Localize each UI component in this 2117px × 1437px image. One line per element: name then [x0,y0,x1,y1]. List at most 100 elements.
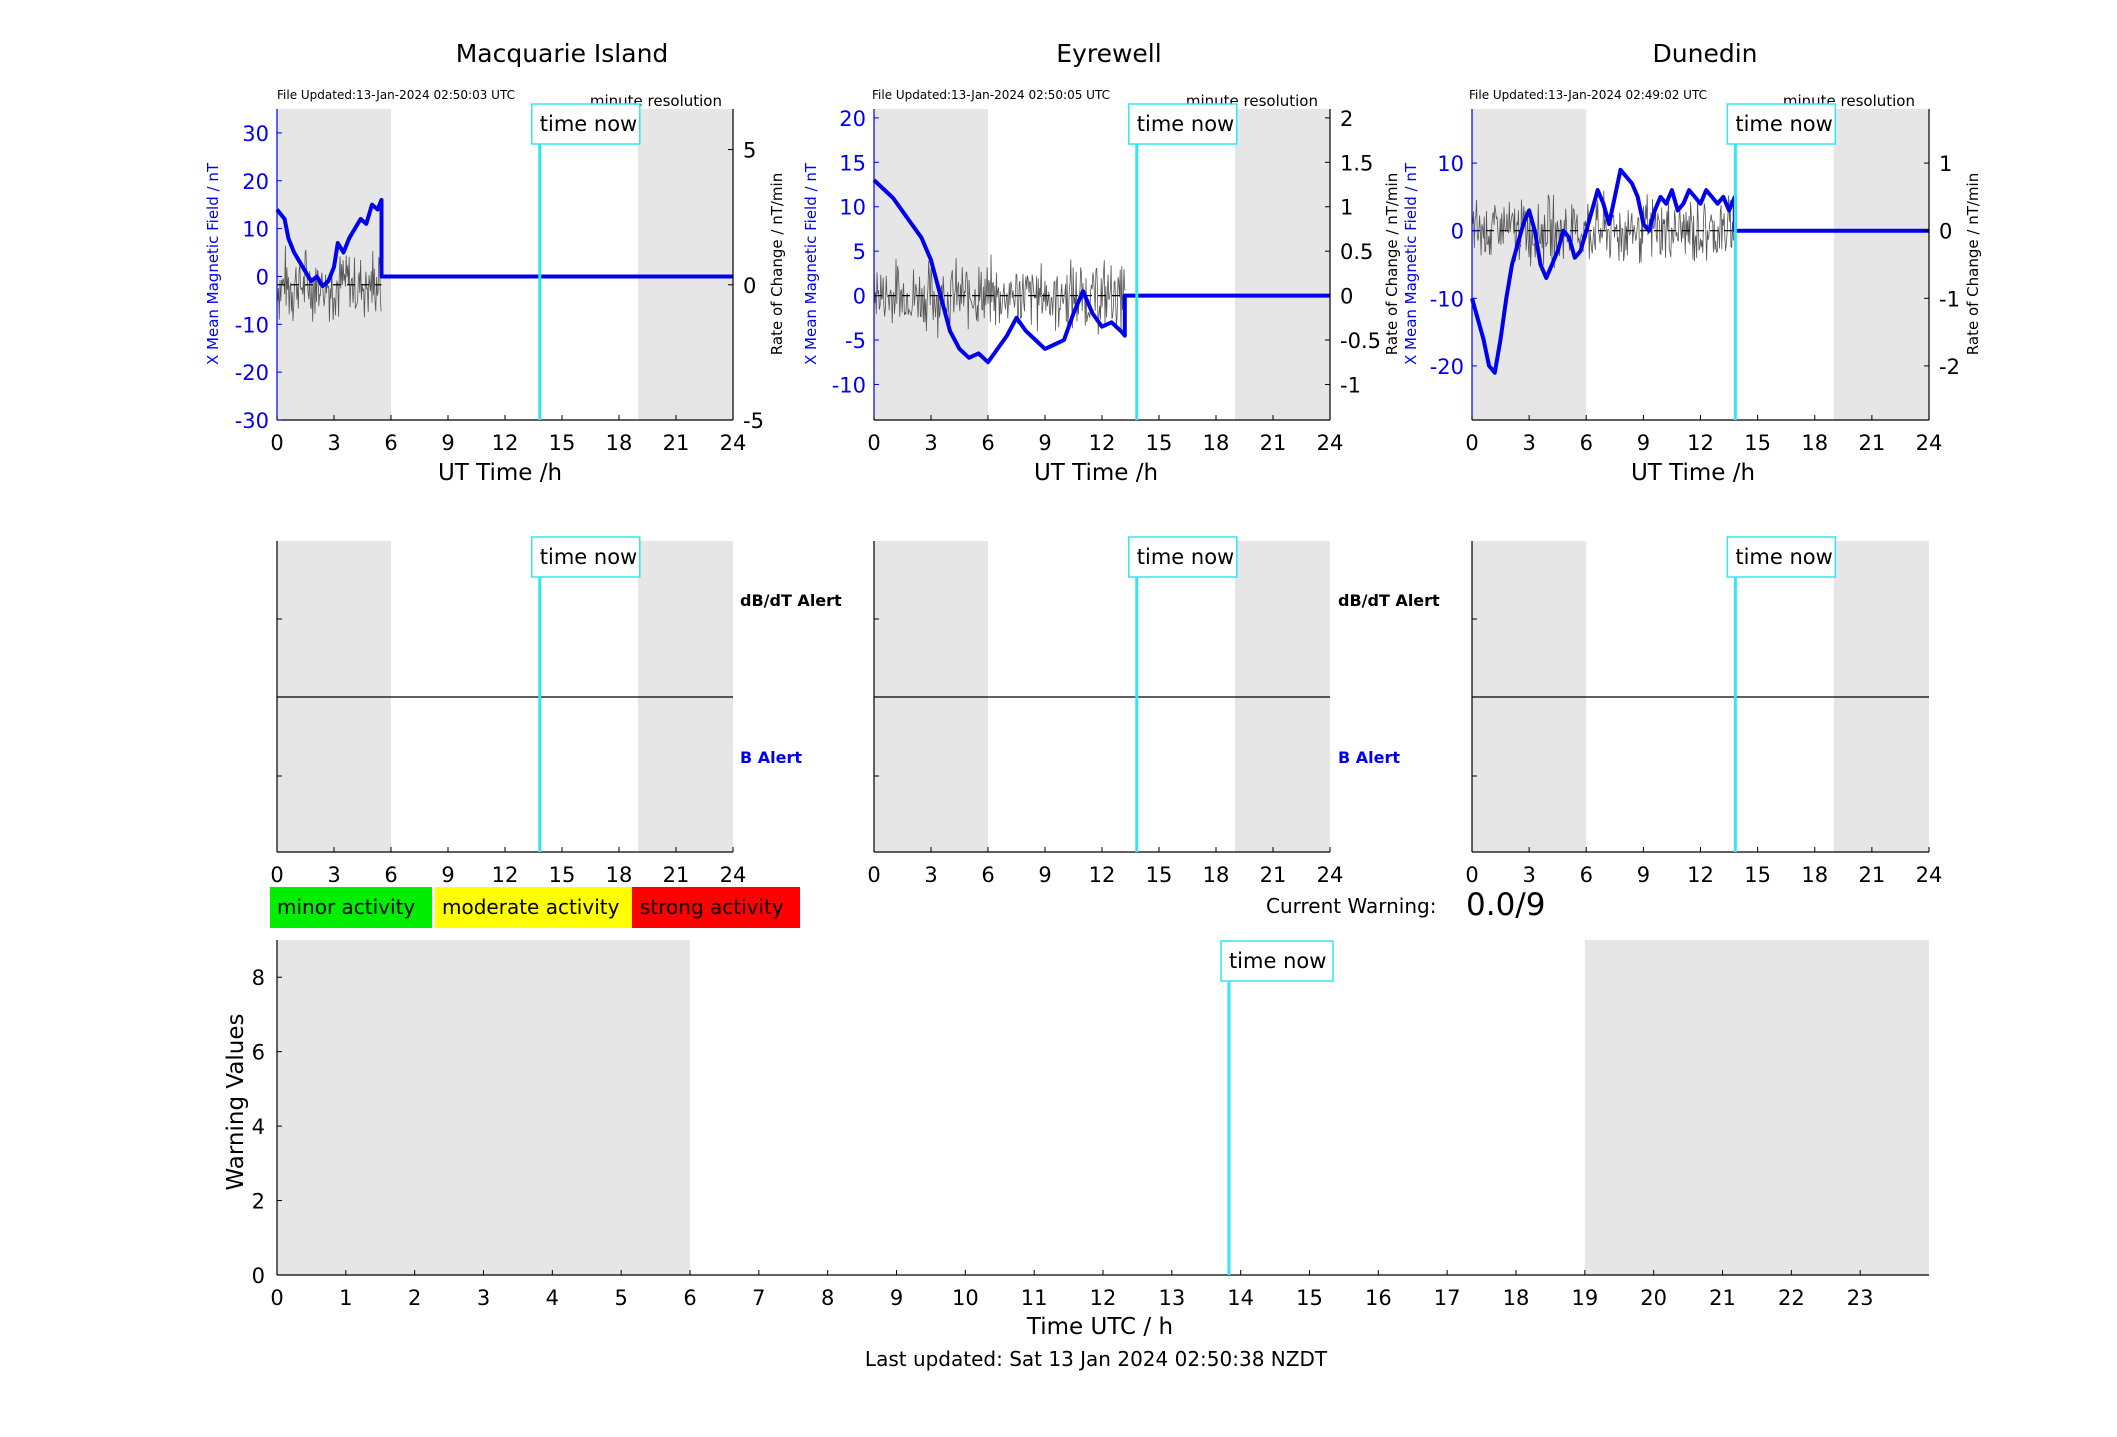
night-band [638,109,733,420]
x-tick-label: 6 [384,431,397,455]
time-now-box [1128,103,1238,145]
y-axis-label-right: Rate of Change / nT/min [1964,173,1982,355]
y-tick-label-left: -20 [235,361,269,385]
y-tick-label-right: 5 [743,139,756,163]
y-tick-label-left: 10 [242,218,269,242]
x-tick-label: 21 [1260,431,1287,455]
x-tick-label: 11 [1021,1286,1048,1310]
x-tick-label: 3 [1522,431,1535,455]
x-tick-label: 9 [1038,431,1051,455]
x-tick-label: 9 [1038,863,1051,887]
y-tick-label-left: 0 [1451,220,1464,244]
x-tick-label: 18 [1801,431,1828,455]
y-tick-label-left: 0 [256,265,269,289]
x-tick-label: 9 [441,863,454,887]
x-tick-label: 15 [1146,431,1173,455]
x-tick-label: 24 [720,863,747,887]
x-tick-label: 24 [1916,431,1943,455]
time-now-label: time now [1137,112,1234,136]
x-tick-label: 15 [1744,863,1771,887]
legend-strong-swatch [632,887,800,928]
x-tick-label: 0 [1465,431,1478,455]
x-tick-label: 23 [1847,1286,1874,1310]
dbdt-alert-label: dB/dT Alert [740,591,842,610]
night-band [1833,109,1929,420]
time-now-box [1726,536,1837,578]
y-axis-label-right: Rate of Change / nT/min [1383,173,1401,355]
current-warning-label: Current Warning: [1266,894,1436,918]
x-tick-label: 10 [952,1286,979,1310]
y-tick-label: 0 [252,1264,265,1288]
dbdt-alert-label: dB/dT Alert [1338,591,1440,610]
x-tick-label: 0 [867,431,880,455]
station-title: Dunedin [1653,39,1758,68]
x-tick-label: 6 [1580,431,1593,455]
x-tick-label: 21 [663,863,690,887]
warning-x-axis-label: Time UTC / h [1026,1314,1173,1340]
x-tick-label: 21 [1859,431,1886,455]
time-now-box [531,536,641,578]
y-tick-label: 2 [252,1190,265,1214]
station-title: Eyrewell [1056,39,1161,68]
x-tick-label: 3 [327,431,340,455]
y-tick-label-left: 5 [853,240,866,264]
time-now-label: time now [1229,949,1326,973]
rate-of-change-trace [873,254,1126,339]
x-tick-label: 0 [1465,863,1478,887]
magnetic-field-series [275,197,733,288]
y-tick-label-right: -1 [1340,373,1361,397]
night-band [1472,109,1587,420]
x-tick-label: 6 [981,863,994,887]
x-tick-label: 17 [1434,1286,1461,1310]
x-tick-label: 2 [408,1286,421,1310]
x-tick-label: 0 [867,863,880,887]
y-tick-label-left: -10 [832,373,866,397]
x-tick-label: 13 [1158,1286,1185,1310]
y-tick-label-left: 30 [242,122,269,146]
x-tick-label: 24 [1317,431,1344,455]
time-now-label: time now [1735,112,1832,136]
last-updated: Last updated: Sat 13 Jan 2024 02:50:38 N… [865,1347,1328,1371]
x-tick-label: 0 [270,431,283,455]
y-tick-label-right: -1 [1939,287,1960,311]
y-tick-label-left: -30 [235,409,269,433]
y-tick-label-left: 10 [1437,152,1464,176]
y-tick-label-left: 15 [839,151,866,175]
x-tick-label: 3 [477,1286,490,1310]
x-tick-label: 24 [720,431,747,455]
x-tick-label: 19 [1571,1286,1598,1310]
x-tick-label: 6 [981,431,994,455]
x-tick-label: 18 [606,863,633,887]
current-warning-value: 0.0/9 [1466,887,1545,923]
x-tick-label: 21 [1709,1286,1736,1310]
y-tick-label-right: 0 [743,274,756,298]
x-tick-label: 6 [683,1286,696,1310]
y-tick-label-left: -5 [845,329,866,353]
night-band [277,940,690,1275]
x-tick-label: 16 [1365,1286,1392,1310]
x-tick-label: 0 [270,1286,283,1310]
x-tick-label: 12 [492,863,519,887]
x-tick-label: 9 [1637,863,1650,887]
y-tick-label-left: -20 [1430,355,1464,379]
legend-moderate-swatch [435,887,632,928]
x-tick-label: 18 [1203,431,1230,455]
x-tick-label: 15 [1296,1286,1323,1310]
time-now-box [1128,536,1238,578]
x-tick-label: 9 [890,1286,903,1310]
y-tick-label-right: 1 [1340,196,1353,220]
x-tick-label: 9 [1637,431,1650,455]
station-title: Macquarie Island [456,39,669,68]
x-axis-label: UT Time /h [1631,460,1755,486]
time-now-label: time now [540,112,637,136]
x-tick-label: 12 [1089,431,1116,455]
y-tick-label-left: 20 [242,170,269,194]
file-updated-stamp: File Updated:13-Jan-2024 02:49:02 UTC [1469,88,1707,102]
x-tick-label: 15 [1146,863,1173,887]
x-tick-label: 6 [1580,863,1593,887]
x-tick-label: 15 [549,431,576,455]
time-now-label: time now [540,545,637,569]
y-tick-label: 8 [252,966,265,990]
legend-minor-swatch [270,887,432,928]
x-axis-label: UT Time /h [1034,460,1158,486]
